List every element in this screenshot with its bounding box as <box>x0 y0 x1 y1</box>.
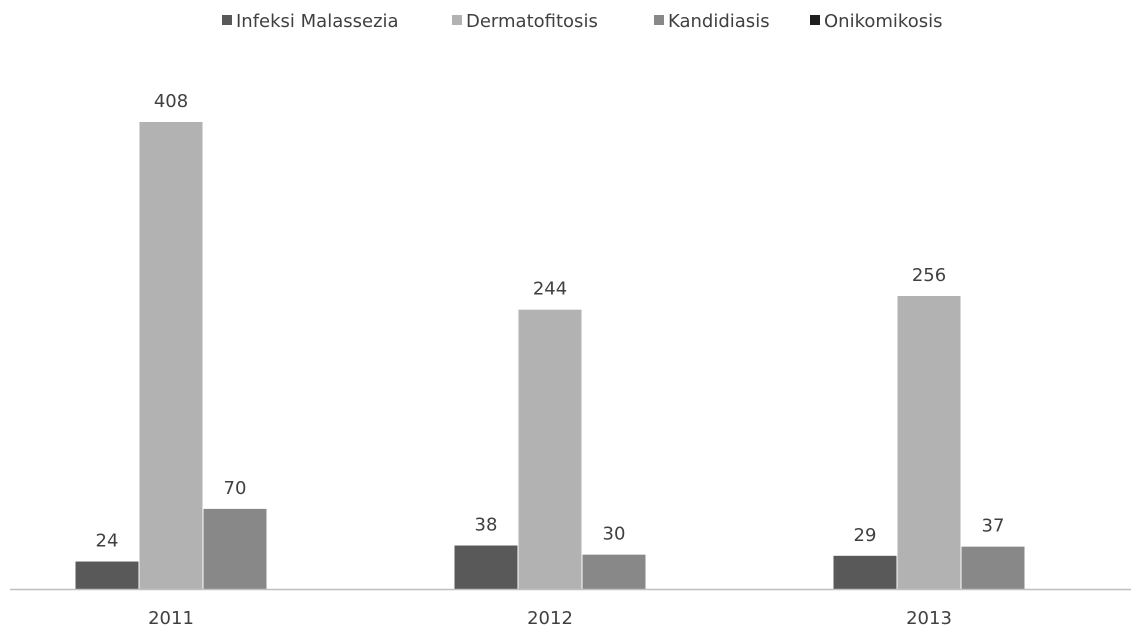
x-tick-label: 2012 <box>527 608 573 629</box>
bar-dermatofitosis-2012 <box>518 309 582 589</box>
legend-item-dermatofitosis: Dermatofitosis <box>452 11 598 32</box>
data-label: 24 <box>96 531 119 552</box>
data-label: 244 <box>533 279 567 300</box>
legend-swatch <box>654 15 664 25</box>
data-label: 29 <box>854 525 877 546</box>
chart-legend: Infeksi Malassezia Dermatofitosis Kandidia… <box>222 11 942 32</box>
bar-infeksi-malassezia-2012 <box>454 545 518 589</box>
legend-swatch <box>810 15 820 25</box>
legend-item-kandidiasis: Kandidiasis <box>654 11 770 32</box>
legend-label: Infeksi Malassezia <box>236 11 399 32</box>
x-tick-label: 2013 <box>906 608 952 629</box>
legend-label: Onikomikosis <box>824 11 942 32</box>
data-label: 37 <box>982 516 1005 537</box>
bar-dermatofitosis-2011 <box>139 122 203 589</box>
data-label: 70 <box>224 478 247 499</box>
bar-kandidiasis-2012 <box>582 554 646 589</box>
data-label: 38 <box>475 515 498 536</box>
data-label: 408 <box>154 91 188 112</box>
legend-label: Kandidiasis <box>668 11 770 32</box>
bar-kandidiasis-2013 <box>961 546 1025 589</box>
bar-dermatofitosis-2013 <box>897 295 961 589</box>
bar-kandidiasis-2011 <box>203 508 267 589</box>
x-axis-tick-labels: 2011 2012 2013 <box>148 608 952 629</box>
data-label: 256 <box>912 265 946 286</box>
legend-swatch <box>222 15 232 25</box>
legend-item-onikomikosis: Onikomikosis <box>810 11 942 32</box>
data-label: 30 <box>603 524 626 545</box>
x-tick-label: 2011 <box>148 608 194 629</box>
legend-item-infeksi-malassezia: Infeksi Malassezia <box>222 11 399 32</box>
bar-infeksi-malassezia-2013 <box>833 555 897 589</box>
bar-infeksi-malassezia-2011 <box>75 561 139 589</box>
legend-label: Dermatofitosis <box>466 11 598 32</box>
chart-bars <box>75 122 1025 589</box>
chart-data-labels: 24 408 70 38 244 30 29 256 37 <box>96 91 1005 552</box>
legend-swatch <box>452 15 462 25</box>
